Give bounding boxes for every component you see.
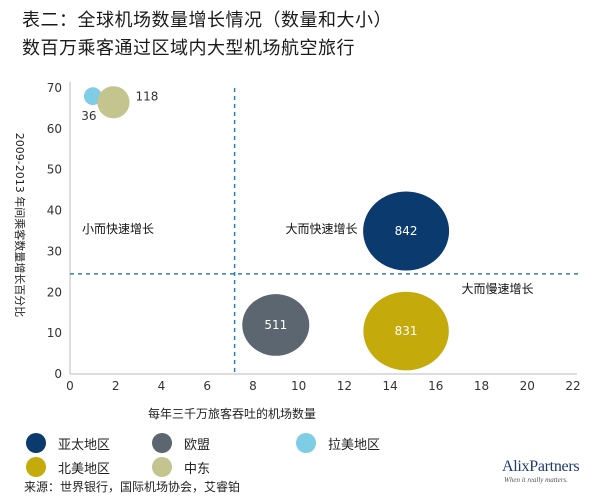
x-tick-label-10: 10	[291, 379, 306, 393]
legend-label-latin-america: 拉美地区	[328, 437, 381, 453]
x-tick-label-14: 14	[382, 379, 397, 393]
bubble-middle-east	[97, 86, 130, 119]
bubble-label-eu: 511	[264, 318, 287, 332]
y-tick-label-10: 10	[47, 326, 62, 340]
legend-label-eu: 欧盟	[184, 437, 211, 453]
bubble-asia-pacific	[363, 191, 450, 271]
large-fast-growth-label: 大而快速增长	[285, 222, 357, 236]
legend-swatch-latin-america	[296, 433, 316, 453]
legend-swatch-asia-pacific	[26, 433, 46, 453]
x-tick-label-8: 8	[249, 379, 257, 393]
x-tick-label-20: 20	[520, 379, 535, 393]
legend-item-north-america: 北美地区	[26, 457, 110, 477]
x-axis-title: 每年三千万旅客吞吐的机场数量	[148, 406, 316, 421]
legend-swatch-eu	[152, 433, 172, 453]
y-axis-title: 2009-2013 年间乘客数量增长百分比	[13, 133, 27, 317]
company-logo: AlixPartners When it really matters.	[502, 458, 594, 484]
x-tick-label-18: 18	[474, 379, 489, 393]
y-tick-label-20: 20	[47, 285, 62, 299]
logo-tagline: When it really matters.	[504, 476, 568, 484]
large-slow-growth-label: 大而慢速增长	[462, 282, 534, 296]
x-tick-label-6: 6	[203, 379, 211, 393]
legend-label-middle-east: 中东	[184, 461, 211, 477]
legend-item-latin-america: 拉美地区	[296, 433, 380, 453]
x-tick-label-0: 0	[66, 379, 74, 393]
small-fast-growth-label: 小而快速增长	[82, 222, 154, 236]
y-tick-label-40: 40	[47, 204, 62, 218]
bubble-north-america	[363, 291, 449, 371]
source-note: 来源：世界银行，国际机场协会，艾睿铂	[24, 480, 241, 494]
chart-title: 表二：全球机场数量增长情况（数量和大小）	[22, 10, 392, 31]
legend-item-asia-pacific: 亚太地区	[26, 433, 110, 453]
x-tick-label-22: 22	[565, 379, 580, 393]
legend-label-asia-pacific: 亚太地区	[58, 437, 111, 453]
y-tick-label-50: 50	[47, 163, 62, 177]
y-tick-label-0: 0	[54, 367, 62, 381]
bubble-eu	[242, 294, 310, 356]
logo-wordmark: AlixPartners	[502, 458, 580, 475]
bubble-label-north-america: 831	[395, 324, 418, 338]
legend-swatch-middle-east	[152, 457, 172, 477]
legend-label-north-america: 北美地区	[58, 461, 111, 477]
y-tick-label-60: 60	[47, 122, 62, 136]
bubble-label-asia-pacific: 842	[395, 224, 418, 238]
x-tick-label-16: 16	[428, 379, 443, 393]
legend-item-middle-east: 中东	[152, 457, 210, 477]
y-tick-label-70: 70	[47, 81, 62, 95]
x-tick-label-4: 4	[158, 379, 166, 393]
y-tick-label-30: 30	[47, 244, 62, 258]
bubble-label-middle-east: 118	[136, 89, 159, 103]
legend-swatch-north-america	[26, 457, 46, 477]
x-tick-label-12: 12	[337, 379, 352, 393]
chart-subtitle: 数百万乘客通过区域内大型机场航空旅行	[22, 38, 355, 59]
bubble-label-latin-america: 36	[81, 109, 96, 123]
x-tick-label-2: 2	[112, 379, 120, 393]
bubble-latin-america	[83, 87, 102, 106]
legend-item-eu: 欧盟	[152, 433, 210, 453]
